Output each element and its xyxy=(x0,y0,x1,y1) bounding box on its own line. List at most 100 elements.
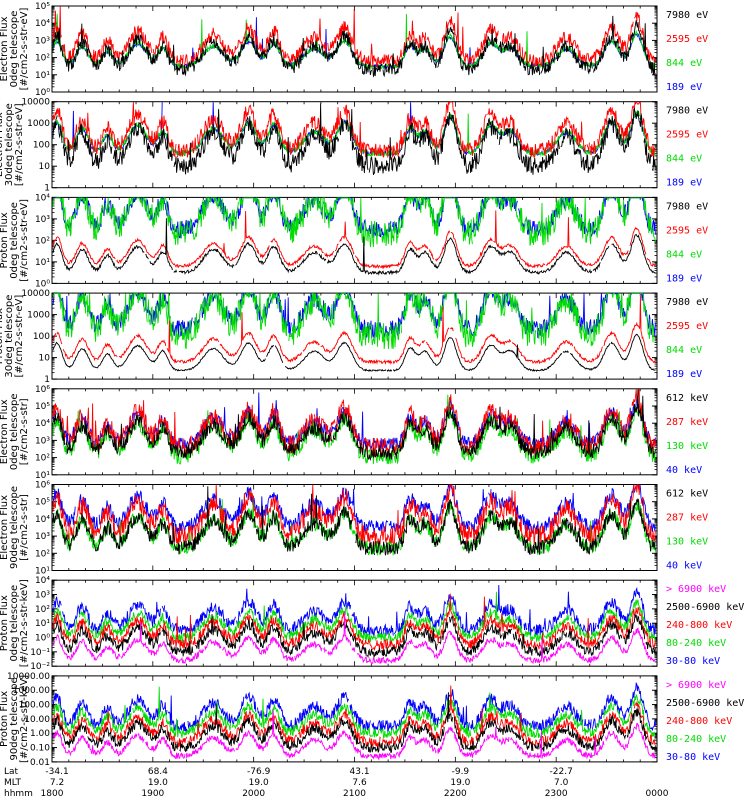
legend-entry: 287 keV xyxy=(666,417,708,428)
y-axis-label-line: [#/cm2-s-str] xyxy=(19,494,30,561)
y-tick-label: 10³ xyxy=(35,436,50,446)
y-axis-label: Electron Flux30deg telescope[#/cm2-s-str… xyxy=(0,103,25,186)
series-group xyxy=(52,101,656,176)
y-axis-label: TEDElectron Flux0deg telescope[#/cm2-s-s… xyxy=(0,8,30,91)
y-tick-label: 0.10 xyxy=(30,744,50,754)
y-axis-label-line: Proton Flux xyxy=(0,595,10,651)
legend-entry: > 6900 keV xyxy=(666,680,726,691)
panel-frame xyxy=(51,196,658,284)
y-tick-label: 10⁶ xyxy=(35,481,50,491)
legend-entry: 2595 eV xyxy=(666,225,708,236)
legend-entry: > 6900 keV xyxy=(666,584,726,595)
panel-5: 10¹ 10² 10³ 10⁴ 10⁵ 10⁶ MEPEDElectron Flux0deg… xyxy=(0,385,708,481)
y-tick-label: 10³ xyxy=(35,591,50,601)
y-tick-label: 10⁴ xyxy=(35,515,50,525)
legend-entry: 612 keV xyxy=(666,393,708,404)
series-line xyxy=(52,197,656,248)
y-axis-label: MEPEDProton Flux0deg telescope[#/cm2-s-s… xyxy=(0,579,30,667)
y-tick-label: 10⁰ xyxy=(35,634,50,644)
y-axis-label-line: [#/cm2-s-str-eV] xyxy=(19,8,30,91)
y-axis-label-line: 30deg telescope xyxy=(4,103,15,186)
y-tick-label: 1 xyxy=(44,184,50,194)
x-row-value: 0000 xyxy=(646,789,669,799)
legend-entry: 2595 eV xyxy=(666,34,708,45)
y-tick-label: 10¹ xyxy=(35,71,50,81)
legend-entry: 40 keV xyxy=(666,561,702,572)
y-tick-label: 10⁻¹ xyxy=(30,648,50,658)
y-tick-label: 1 xyxy=(44,375,50,385)
legend-entry: 2500-6900 keV xyxy=(666,698,744,709)
series-group xyxy=(52,681,656,761)
x-row-value: 19.0 xyxy=(148,778,168,788)
series-line xyxy=(52,218,656,276)
y-tick-label: 10¹ xyxy=(35,567,50,577)
y-axis-label-line: 90deg telescope xyxy=(9,486,20,569)
y-axis-label-line: [#/cm2-s-str-keV] xyxy=(19,579,30,667)
y-tick-label: 10² xyxy=(35,549,50,559)
x-row-name: Lat xyxy=(4,767,19,777)
series-group xyxy=(52,584,656,665)
series-group xyxy=(52,389,656,465)
y-tick-label: 10² xyxy=(35,454,50,464)
y-axis-label-line: [#/cm2-s-str-eV] xyxy=(14,295,25,378)
y-tick-label: 10⁴ xyxy=(35,419,50,429)
y-tick-label: 10⁴ xyxy=(35,193,50,203)
series-line xyxy=(52,15,656,78)
x-row-value: -34.1 xyxy=(45,767,68,777)
y-axis-label: MEPEDElectron Flux90deg telescope[#/cm2-… xyxy=(0,486,30,569)
y-tick-label: 10⁻² xyxy=(30,662,50,672)
y-axis-label-line: 0deg telescope xyxy=(9,11,20,88)
y-tick-label: 10 xyxy=(39,354,51,364)
series-group xyxy=(52,197,656,276)
legend-entry: 7980 eV xyxy=(666,106,708,117)
series-line xyxy=(52,686,656,740)
panel-6: 10¹ 10² 10³ 10⁴ 10⁵ 10⁶ MEPEDElectron Flux90de… xyxy=(0,481,708,577)
x-row-value: 7.2 xyxy=(50,778,64,788)
y-axis-label-line: [#/cm2-s-str] xyxy=(19,398,30,465)
panel-7: 10⁻² 10⁻¹ 10⁰ 10¹ 10² 10³ 10⁴ MEPEDProton Flux0… xyxy=(0,576,744,672)
x-row-value: -22.7 xyxy=(550,767,573,777)
series-group xyxy=(52,6,656,78)
y-tick-label: 0.01 xyxy=(30,758,50,768)
y-tick-label: 10000.00 xyxy=(7,672,50,682)
x-row-value: 19.0 xyxy=(249,778,269,788)
legend-entry: 189 eV xyxy=(666,369,702,380)
y-tick-label: 10⁴ xyxy=(35,19,50,29)
x-row-name: MLT xyxy=(4,778,22,788)
y-axis-label-line: [#/cm2-s-str-keV] xyxy=(19,675,30,763)
series-line xyxy=(52,591,656,644)
legend-entry: 7980 eV xyxy=(666,10,708,21)
y-tick-label: 1.00 xyxy=(30,729,50,739)
x-row-value: 2000 xyxy=(242,789,265,799)
y-tick-label: 10⁰ xyxy=(35,279,50,289)
x-row-value: 2200 xyxy=(444,789,467,799)
y-tick-label: 1000.00 xyxy=(13,686,50,696)
x-row-value: 2300 xyxy=(545,789,568,799)
y-axis-label: MEPEDElectron Flux0deg telescope[#/cm2-s… xyxy=(0,393,30,470)
y-tick-label: 10³ xyxy=(35,532,50,542)
x-row-value: 68.4 xyxy=(148,767,168,777)
panels: 10⁰ 10¹ 10² 10³ 10⁴ 10⁵ TEDElectron Flux0deg t… xyxy=(0,2,744,768)
y-axis-label: Proton Flux30deg telescope[#/cm2-s-str-e… xyxy=(0,295,25,378)
y-tick-label: 10⁵ xyxy=(35,498,50,508)
legend-entry: 7980 eV xyxy=(666,201,708,212)
y-tick-label: 100.00 xyxy=(19,701,51,711)
legend-entry: 30-80 keV xyxy=(666,752,720,763)
y-axis-label-line: 0deg telescope xyxy=(9,202,20,279)
legend-entry: 240-800 keV xyxy=(666,620,732,631)
y-axis-label-line: Electron Flux xyxy=(0,495,10,560)
series-group xyxy=(52,484,656,556)
panel-3: 10⁰ 10¹ 10² 10³ 10⁴ TEDProton Flux0deg telesc… xyxy=(0,193,708,289)
legend-entry: 30-80 keV xyxy=(666,656,720,667)
y-axis-label-line: Electron Flux xyxy=(0,112,5,177)
y-axis-label-line: [#/cm2-s-str-eV] xyxy=(19,199,30,282)
legend-entry: 2595 eV xyxy=(666,130,708,141)
y-tick-label: 10000 xyxy=(21,289,50,299)
legend-entry: 844 eV xyxy=(666,58,702,69)
x-row-value: 19.0 xyxy=(450,778,470,788)
legend-entry: 130 keV xyxy=(666,441,708,452)
legend-entry: 189 eV xyxy=(666,82,702,93)
x-axis-labels: Lat -34.1 68.4 -76.9 43.1 -9.9 -22.7 MLT 7.2 19.0… xyxy=(4,767,673,800)
x-row-value: -9.9 xyxy=(452,767,470,777)
